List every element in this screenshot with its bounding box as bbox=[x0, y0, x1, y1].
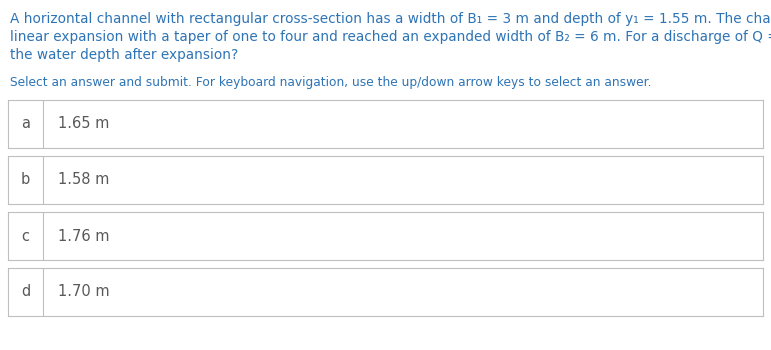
Text: c: c bbox=[22, 229, 29, 244]
Text: b: b bbox=[21, 173, 30, 188]
Text: 1.65 m: 1.65 m bbox=[58, 117, 109, 132]
Text: 1.70 m: 1.70 m bbox=[58, 285, 109, 300]
Text: 1.76 m: 1.76 m bbox=[58, 229, 109, 244]
Text: Select an answer and submit. For keyboard navigation, use the up/down arrow keys: Select an answer and submit. For keyboar… bbox=[10, 76, 651, 89]
Text: A horizontal channel with rectangular cross-section has a width of B₁ = 3 m and : A horizontal channel with rectangular cr… bbox=[10, 12, 771, 26]
Text: d: d bbox=[21, 285, 30, 300]
Text: linear expansion with a taper of one to four and reached an expanded width of B₂: linear expansion with a taper of one to … bbox=[10, 30, 771, 44]
Text: 1.58 m: 1.58 m bbox=[58, 173, 109, 188]
Text: the water depth after expansion?: the water depth after expansion? bbox=[10, 48, 238, 62]
Text: a: a bbox=[21, 117, 30, 132]
